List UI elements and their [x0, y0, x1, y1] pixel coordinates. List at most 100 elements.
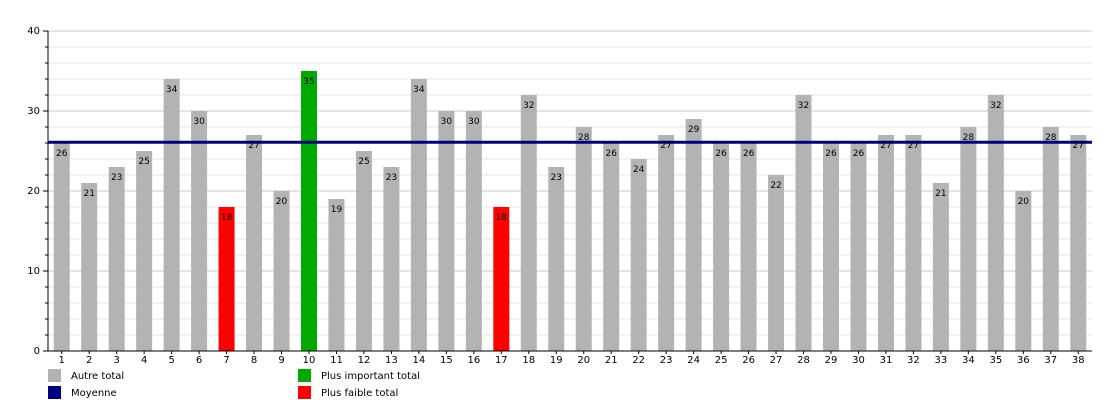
- x-tick-label: 12: [358, 355, 371, 366]
- x-tick-label: 28: [797, 355, 810, 366]
- data-label: 25: [358, 157, 369, 167]
- legend-label-other: Autre total: [71, 371, 124, 382]
- x-tick-label: 36: [1017, 355, 1030, 366]
- data-label: 20: [276, 197, 288, 207]
- bar: [685, 119, 702, 351]
- x-tick-label: 26: [742, 355, 755, 366]
- data-label: 28: [1045, 133, 1057, 143]
- bar: [603, 143, 620, 351]
- bar: [410, 79, 427, 351]
- bar: [438, 111, 455, 351]
- bar: [823, 143, 839, 351]
- data-label: 26: [853, 149, 865, 159]
- bar: [960, 127, 977, 351]
- legend-swatch-average: [48, 386, 61, 399]
- x-tick-label: 9: [278, 355, 284, 366]
- bar: [163, 79, 180, 351]
- bar: [493, 207, 510, 351]
- data-label: 18: [221, 213, 233, 223]
- x-tick-label: 17: [495, 355, 508, 366]
- bar: [108, 167, 125, 351]
- data-label: 27: [908, 141, 919, 151]
- y-tick-label: 20: [27, 186, 40, 197]
- bar: [1015, 191, 1032, 351]
- bar: [548, 167, 565, 351]
- x-tick-label: 5: [168, 355, 174, 366]
- bar: [630, 159, 647, 351]
- bar: [795, 95, 812, 351]
- data-label: 28: [963, 133, 975, 143]
- data-label: 26: [56, 149, 68, 159]
- x-tick-label: 29: [825, 355, 838, 366]
- value-labels-group: 26 21 23 25 34 30 18 27 20 35 19 25 23 34 30 30 18 32 23 28…: [56, 77, 1084, 223]
- bar: [932, 183, 949, 351]
- y-tick-label: 30: [27, 106, 40, 117]
- bar: [355, 151, 372, 351]
- bars-group: [53, 71, 1087, 351]
- data-label: 20: [1018, 197, 1030, 207]
- data-label: 19: [331, 205, 343, 215]
- bar: [877, 135, 894, 351]
- data-label: 27: [880, 141, 891, 151]
- legend-label-max: Plus important total: [321, 371, 420, 382]
- data-label: 32: [990, 101, 1001, 111]
- bar: [1070, 135, 1087, 351]
- data-label: 23: [386, 173, 397, 183]
- bar: [575, 127, 592, 351]
- data-label: 21: [83, 189, 94, 199]
- legend-swatch-max: [298, 369, 311, 382]
- x-tick-label: 3: [113, 355, 119, 366]
- x-tick-label: 16: [467, 355, 480, 366]
- legend-swatch-other: [48, 369, 61, 382]
- data-label: 34: [413, 85, 425, 95]
- bar: [136, 151, 153, 351]
- data-label: 30: [441, 117, 453, 127]
- x-tick-label: 37: [1044, 355, 1057, 366]
- x-tick-label: 1: [59, 355, 65, 366]
- bar: [987, 95, 1004, 351]
- x-tick-label: 11: [330, 355, 343, 366]
- x-tick-label: 20: [577, 355, 590, 366]
- data-label: 24: [633, 165, 645, 175]
- x-tick-label: 8: [251, 355, 257, 366]
- x-tick-label: 4: [141, 355, 147, 366]
- legend-swatch-min: [298, 386, 311, 399]
- data-label: 21: [935, 189, 946, 199]
- x-tick-label: 14: [413, 355, 426, 366]
- x-tick-label: 35: [989, 355, 1002, 366]
- data-label: 18: [496, 213, 508, 223]
- data-label: 26: [715, 149, 727, 159]
- x-tick-label: 34: [962, 355, 975, 366]
- data-label: 23: [551, 173, 562, 183]
- bar: [850, 143, 867, 351]
- x-tick-label: 7: [223, 355, 229, 366]
- data-label: 27: [1073, 141, 1084, 151]
- bar: [520, 95, 537, 351]
- bar: [53, 143, 70, 351]
- bar: [768, 175, 785, 351]
- legend-label-min: Plus faible total: [321, 388, 398, 399]
- x-tick-label: 38: [1072, 355, 1085, 366]
- data-label: 22: [770, 181, 781, 191]
- data-label: 27: [660, 141, 671, 151]
- bar: [713, 143, 730, 351]
- data-label: 26: [743, 149, 755, 159]
- bar: [246, 135, 263, 351]
- data-label: 30: [193, 117, 205, 127]
- data-label: 26: [605, 149, 617, 159]
- data-label: 23: [111, 173, 122, 183]
- y-tick-label: 10: [27, 266, 40, 277]
- data-label: 29: [688, 125, 700, 135]
- bar: [301, 71, 317, 351]
- x-tick-label: 31: [880, 355, 893, 366]
- bar: [905, 135, 922, 351]
- x-tick-label: 30: [852, 355, 865, 366]
- data-label: 28: [578, 133, 590, 143]
- data-label: 34: [166, 85, 178, 95]
- bar: [191, 111, 208, 351]
- data-label: 25: [138, 157, 149, 167]
- x-tick-label: 32: [907, 355, 920, 366]
- y-tick-label: 0: [34, 346, 40, 357]
